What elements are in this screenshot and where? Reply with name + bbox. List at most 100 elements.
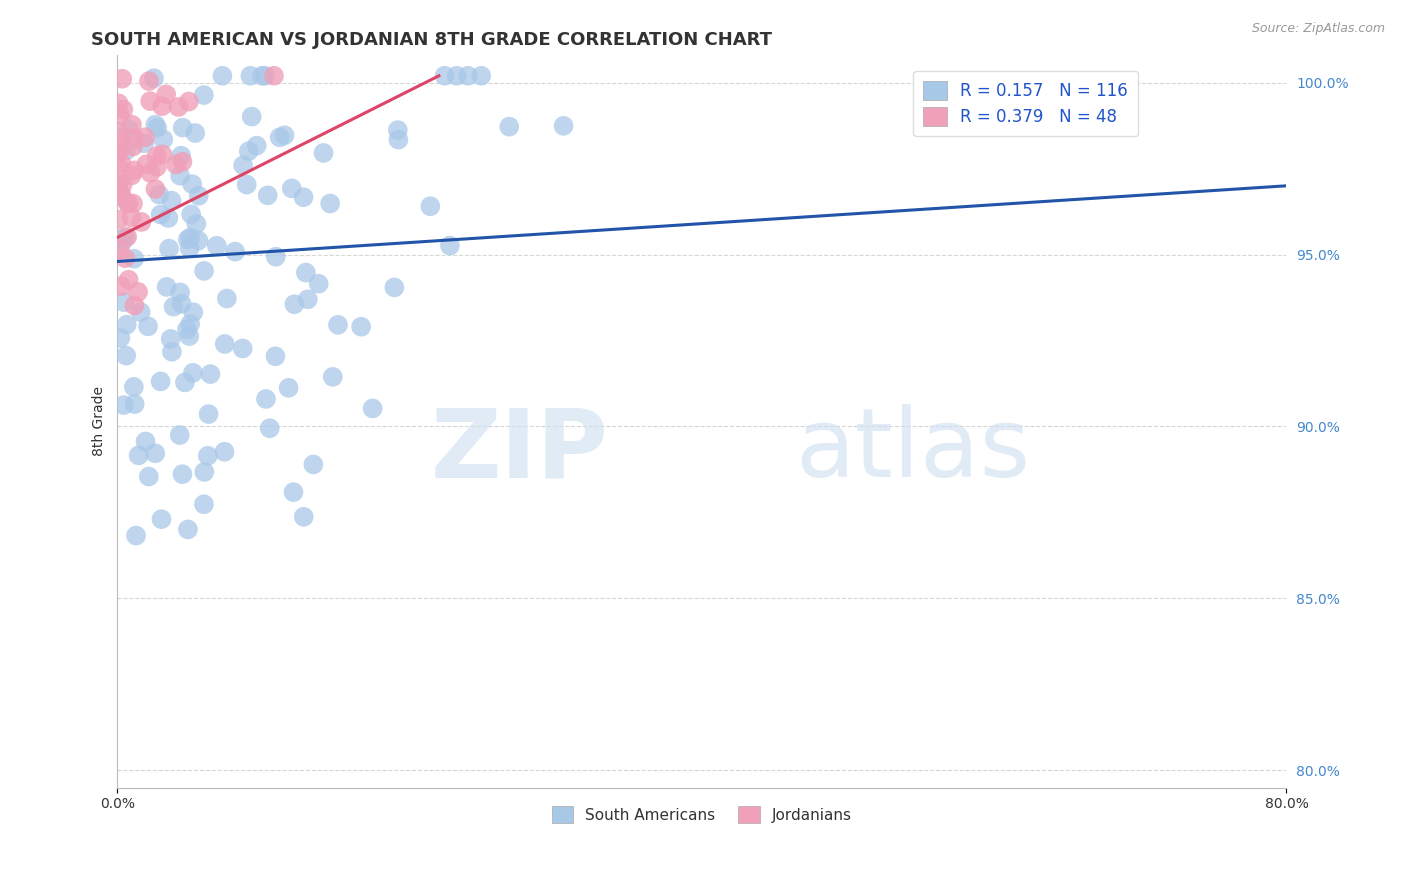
Legend: South Americans, Jordanians: South Americans, Jordanians bbox=[544, 798, 859, 831]
Point bbox=[215, 292, 238, 306]
Point bbox=[152, 147, 174, 161]
Point bbox=[110, 189, 132, 203]
Point bbox=[118, 122, 141, 136]
Point bbox=[124, 397, 146, 411]
Point bbox=[308, 277, 330, 291]
Point bbox=[172, 467, 194, 482]
Point bbox=[211, 69, 233, 83]
Point bbox=[120, 211, 142, 225]
Point bbox=[107, 124, 129, 138]
Point bbox=[108, 108, 131, 122]
Point bbox=[387, 133, 409, 147]
Point bbox=[235, 178, 257, 192]
Point bbox=[470, 69, 492, 83]
Point bbox=[139, 166, 162, 180]
Point bbox=[157, 211, 180, 225]
Point bbox=[122, 380, 145, 394]
Point bbox=[114, 144, 136, 158]
Point bbox=[134, 434, 156, 449]
Point bbox=[148, 187, 170, 202]
Point bbox=[326, 318, 349, 332]
Point bbox=[302, 458, 325, 472]
Point bbox=[156, 280, 179, 294]
Point bbox=[117, 273, 139, 287]
Point bbox=[170, 297, 193, 311]
Point bbox=[145, 182, 167, 196]
Point bbox=[117, 196, 139, 211]
Point bbox=[115, 318, 138, 332]
Point bbox=[134, 136, 156, 151]
Point bbox=[181, 366, 204, 380]
Point bbox=[107, 96, 129, 111]
Point bbox=[498, 120, 520, 134]
Point bbox=[121, 118, 143, 132]
Point bbox=[110, 156, 132, 170]
Point bbox=[259, 421, 281, 435]
Point bbox=[172, 120, 194, 135]
Text: atlas: atlas bbox=[796, 404, 1031, 497]
Point bbox=[110, 279, 132, 293]
Point bbox=[179, 329, 201, 343]
Point bbox=[238, 144, 260, 158]
Point bbox=[214, 337, 236, 351]
Point bbox=[139, 94, 162, 108]
Point bbox=[439, 238, 461, 252]
Point bbox=[254, 69, 277, 83]
Point bbox=[111, 178, 134, 192]
Point bbox=[224, 244, 246, 259]
Point bbox=[108, 161, 131, 176]
Point bbox=[181, 177, 204, 191]
Point bbox=[240, 110, 263, 124]
Point bbox=[134, 130, 156, 145]
Point bbox=[108, 242, 131, 256]
Point bbox=[121, 139, 143, 153]
Point bbox=[174, 376, 197, 390]
Point bbox=[277, 381, 299, 395]
Point bbox=[312, 145, 335, 160]
Point bbox=[165, 157, 187, 171]
Point bbox=[107, 178, 129, 193]
Point bbox=[131, 215, 153, 229]
Point bbox=[264, 250, 287, 264]
Point bbox=[553, 119, 575, 133]
Point bbox=[122, 131, 145, 145]
Point bbox=[283, 485, 305, 500]
Point bbox=[159, 332, 181, 346]
Point bbox=[197, 407, 219, 421]
Point bbox=[117, 196, 139, 211]
Point bbox=[184, 126, 207, 140]
Point bbox=[135, 157, 157, 171]
Point bbox=[419, 199, 441, 213]
Point bbox=[263, 69, 285, 83]
Point bbox=[193, 497, 215, 511]
Point bbox=[387, 123, 409, 137]
Point bbox=[264, 349, 287, 363]
Point bbox=[281, 181, 304, 195]
Point bbox=[112, 103, 135, 117]
Point bbox=[146, 160, 169, 174]
Point bbox=[169, 285, 191, 300]
Point bbox=[167, 100, 190, 114]
Point bbox=[283, 297, 305, 311]
Point bbox=[160, 194, 183, 208]
Point bbox=[157, 242, 180, 256]
Point bbox=[176, 322, 198, 336]
Point bbox=[205, 239, 228, 253]
Point bbox=[129, 305, 152, 319]
Point bbox=[297, 293, 319, 307]
Point bbox=[128, 449, 150, 463]
Point bbox=[111, 235, 134, 249]
Point bbox=[292, 190, 315, 204]
Point bbox=[122, 196, 145, 211]
Point bbox=[254, 392, 277, 406]
Point bbox=[108, 132, 131, 146]
Point bbox=[108, 142, 131, 156]
Point bbox=[319, 196, 342, 211]
Point bbox=[200, 367, 222, 381]
Point bbox=[232, 342, 254, 356]
Point bbox=[350, 319, 373, 334]
Point bbox=[179, 230, 201, 244]
Point bbox=[177, 523, 200, 537]
Point bbox=[269, 130, 291, 145]
Text: Source: ZipAtlas.com: Source: ZipAtlas.com bbox=[1251, 22, 1385, 36]
